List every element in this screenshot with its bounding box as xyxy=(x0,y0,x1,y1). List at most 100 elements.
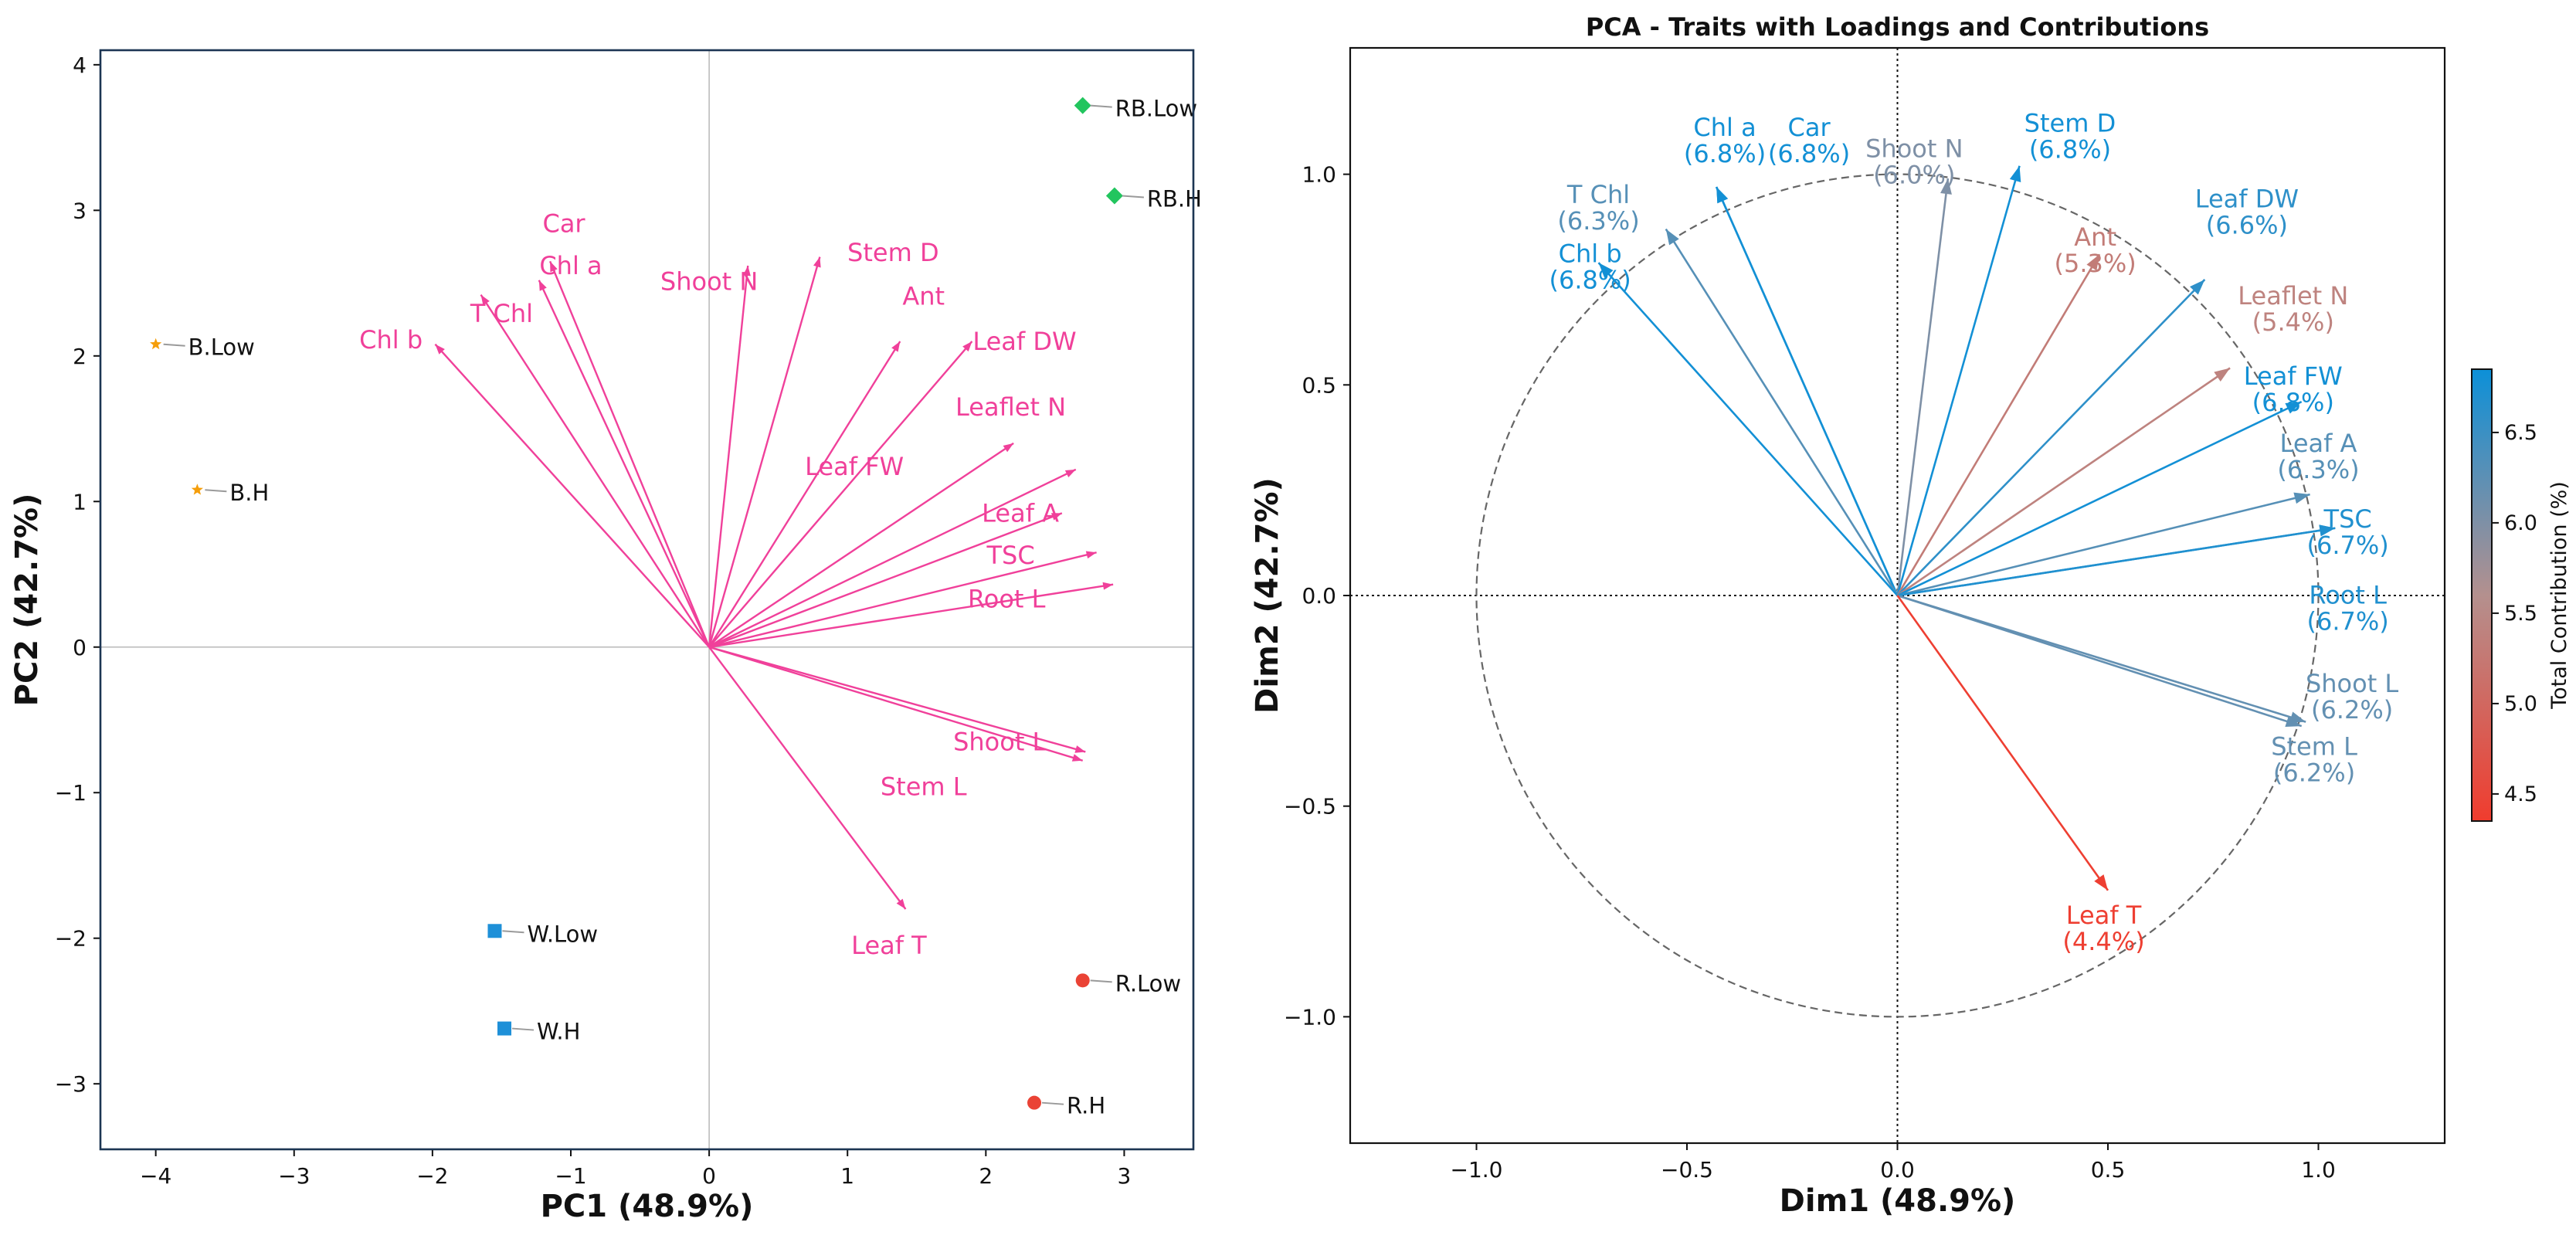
loading-arrow-t-chl xyxy=(480,294,711,648)
loading-label-car: Car xyxy=(542,209,585,238)
sample-label-b-low: B.Low xyxy=(188,334,255,361)
trait-label-stem-l: Stem L xyxy=(2271,732,2357,762)
loading-label-leaf-t: Leaf T xyxy=(851,931,927,960)
trait-label-leaf-fw: Leaf FW xyxy=(2244,361,2343,391)
trait-contribution-tsc: (6.7%) xyxy=(2307,531,2389,560)
sample-label-r-h: R.H xyxy=(1067,1093,1105,1119)
y-tick-label: 3 xyxy=(73,198,87,223)
loading-arrowhead-leaflet-n xyxy=(1003,443,1014,453)
y-axis-title: PC2 (42.7%) xyxy=(9,494,45,707)
x-tick-label: 2 xyxy=(979,1163,993,1189)
trait-arrowhead-leaf-dw xyxy=(2190,279,2205,295)
loading-arrowhead-leaf-t xyxy=(896,898,906,910)
x-tick-label: −4 xyxy=(140,1163,171,1189)
trait-contribution-shoot-l: (6.2%) xyxy=(2311,695,2393,724)
trait-label-chl-a: Chl a xyxy=(1693,113,1756,142)
trait-arrowhead-root-l xyxy=(2319,524,2336,537)
loading-arrowhead-chl-a xyxy=(538,280,547,291)
chart-title: PCA - Traits with Loadings and Contribut… xyxy=(1586,12,2209,42)
loading-arrow-tsc xyxy=(708,551,1097,648)
y-tick-label: 0.0 xyxy=(1302,583,1336,609)
x-tick-label: 0.0 xyxy=(1880,1157,1915,1183)
loading-arrow-stem-d xyxy=(708,256,821,648)
y-tick-label: −3 xyxy=(55,1071,87,1097)
x-tick-label: −3 xyxy=(278,1163,310,1189)
unit-circle xyxy=(1475,173,2320,1018)
sample-leader-rb-low xyxy=(1090,104,1112,108)
loading-label-leaf-a: Leaf A xyxy=(982,498,1059,528)
trait-arrow-car xyxy=(1715,186,1899,596)
x-tick-label: 3 xyxy=(1118,1163,1132,1189)
trait-arrow-leaf-a xyxy=(1897,493,2310,597)
loading-label-leaflet-n: Leaflet N xyxy=(955,392,1066,422)
loading-arrow-chl-b xyxy=(434,343,710,648)
loading-label-chl-a: Chl a xyxy=(539,251,602,280)
sample-leader-b-low xyxy=(163,343,185,347)
trait-arrowhead-chl-b xyxy=(1598,263,1614,279)
sample-leader-w-h xyxy=(511,1027,535,1031)
sample-point-b-low xyxy=(150,338,162,350)
trait-arrow-chl-b xyxy=(1597,262,1899,596)
trait-label-chl-b: Chl b xyxy=(1559,239,1622,269)
sample-label-w-h: W.H xyxy=(537,1019,580,1045)
loading-arrow-shoot-l xyxy=(708,646,1086,753)
loading-arrow-leaf-fw xyxy=(708,468,1077,648)
x-tick-label: 1 xyxy=(840,1163,854,1189)
sample-point-r-low xyxy=(1075,973,1090,988)
sample-point-b-h xyxy=(191,484,203,495)
sample-label-r-low: R.Low xyxy=(1115,970,1181,996)
loading-label-root-l: Root L xyxy=(968,585,1046,614)
loading-arrowhead-t-chl xyxy=(480,294,490,306)
trait-arrow-leaf-fw xyxy=(1896,400,2303,597)
x-axis-title: PC1 (48.9%) xyxy=(541,1189,754,1224)
sample-point-rb-low xyxy=(1074,97,1091,114)
loading-arrowhead-leaf-dw xyxy=(962,341,972,352)
trait-arrowhead-leaf-t xyxy=(2094,874,2108,891)
colorbar-title: Total Contribution (%) xyxy=(2547,481,2571,710)
trait-label-t-chl: T Chl xyxy=(1566,180,1630,209)
y-tick-label: 1.0 xyxy=(1302,162,1336,188)
sample-point-w-h xyxy=(497,1021,512,1036)
trait-label-shoot-l: Shoot L xyxy=(2306,669,2398,698)
x-tick-label: 0.5 xyxy=(2091,1157,2126,1183)
loading-label-t-chl: T Chl xyxy=(470,299,533,328)
y-tick-label: 0 xyxy=(73,635,87,660)
trait-arrowhead-leaf-fw xyxy=(2285,402,2302,414)
loading-label-shoot-n: Shoot N xyxy=(660,267,758,297)
loading-arrowhead-root-l xyxy=(1102,582,1114,590)
trait-arrow-leaflet-n xyxy=(1896,367,2231,597)
trait-contribution-chl-a: (6.8%) xyxy=(1684,139,1766,168)
loading-arrow-stem-l xyxy=(708,646,1084,762)
loading-label-shoot-l: Shoot L xyxy=(953,727,1046,756)
colorbar-tick-label: 5.0 xyxy=(2504,692,2537,716)
trait-contribution-t-chl: (6.3%) xyxy=(1557,206,1639,236)
y-tick-label: 1 xyxy=(73,489,87,514)
x-tick-label: −0.5 xyxy=(1661,1157,1713,1183)
pca-biplot: −4 −3 −2 −1 0 1 2 3 −3 −2 −1 0 1 2 3 4 Car Chl a Chl b T Ch… xyxy=(9,49,1202,1224)
loading-arrow-leaf-a xyxy=(708,512,1063,648)
trait-contribution-leaf-fw: (6.8%) xyxy=(2252,388,2334,417)
trait-arrow-shoot-n xyxy=(1896,178,1950,596)
trait-arrowhead-t-chl xyxy=(1665,229,1679,246)
trait-contribution-chl-b: (6.8%) xyxy=(1549,266,1631,295)
trait-arrow-t-chl xyxy=(1665,228,1899,596)
trait-arrowhead-ant xyxy=(2086,254,2100,271)
loading-arrow-ant xyxy=(708,341,901,648)
trait-contribution-leaf-dw: (6.6%) xyxy=(2206,211,2288,240)
trait-label-shoot-n: Shoot N xyxy=(1865,134,1963,163)
sample-leader-b-h xyxy=(205,489,227,493)
loading-arrowhead-chl-b xyxy=(435,344,445,355)
trait-label-leaflet-n: Leaflet N xyxy=(2238,281,2348,310)
trait-label-leaf-dw: Leaf DW xyxy=(2195,185,2299,214)
colorbar: 4.5 5.0 5.5 6.0 6.5 Total Contribution (%) xyxy=(2471,368,2571,822)
trait-arrowhead-leaflet-n xyxy=(2214,368,2231,382)
trait-arrow-stem-d xyxy=(1896,165,2021,596)
colorbar-tick-label: 4.5 xyxy=(2504,782,2537,806)
y-tick-label: 4 xyxy=(73,53,87,78)
trait-arrow-stem-l xyxy=(1897,594,2303,728)
sample-label-b-h: B.H xyxy=(229,480,269,506)
loading-label-ant: Ant xyxy=(902,282,945,311)
trait-label-root-l: Root L xyxy=(2309,580,2387,609)
trait-contribution-stem-l: (6.2%) xyxy=(2273,758,2355,788)
